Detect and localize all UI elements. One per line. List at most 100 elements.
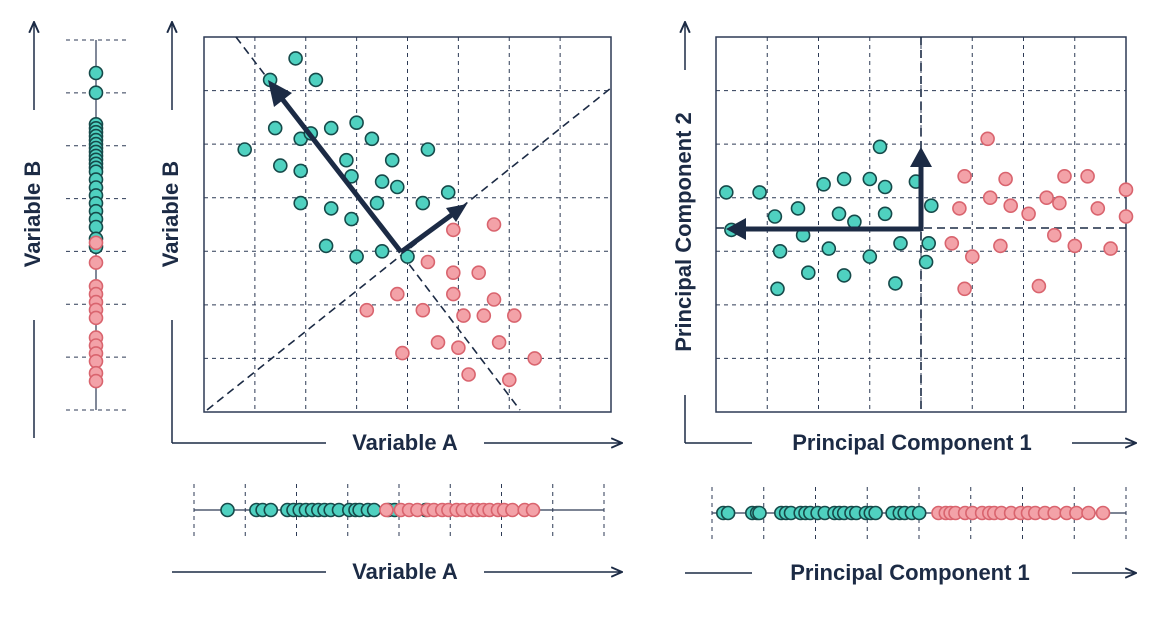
scatter-teal-point [267,120,283,136]
pca-pink-point [944,236,960,251]
pca-teal-point [893,236,908,251]
pca-pink-point [1118,182,1134,197]
scatter-teal-point [420,142,436,157]
scatter-teal-point [389,179,405,195]
pca-teal-point [752,185,767,200]
bottom-a-strip-teal-point [263,502,279,518]
left-strip-pink-point [88,373,104,389]
scatter-dashed-axis-pc2 [206,87,612,411]
pca-teal-point [862,249,878,264]
scatter-pc1-arrowhead [268,80,292,107]
bottom-pc-strip-points [715,505,1111,521]
scatter-pink-point [451,340,466,356]
scatter-teal-point [374,244,390,259]
pca-teal-point [872,139,888,155]
bottom-a-strip-points [220,502,541,518]
pca-pc2-arrowhead [910,147,932,167]
left-strip-teal-point [88,65,104,81]
scatter-teal-point [323,120,339,136]
pca-pink-point [1047,227,1062,243]
scatter-pink-point [415,302,431,318]
scatter-pink-point [486,292,502,307]
pca-pink-point [1057,169,1072,184]
pca-teal-point [918,254,934,270]
pca-pink-point [1103,241,1118,256]
bottom-a-strip-panel: Variable A [172,484,622,584]
left-strip-pink-point [88,310,104,326]
pca-points [718,131,1134,297]
pca-pink-point [1090,201,1106,216]
scatter-teal-point [369,195,385,211]
pca-pink-point [1067,238,1083,254]
pca-pink-point [957,281,972,297]
pca-pink-point [952,201,967,216]
bottom-pc-strip-panel: Principal Component 1 [685,487,1136,585]
left-strip-teal-point [88,85,104,100]
pca-pink-point [1052,195,1067,211]
scatter-teal-point [308,72,324,88]
scatter-teal-point [349,115,364,130]
scatter-pink-point [461,367,476,382]
scatter-pink-point [445,286,461,302]
pca-pink-point [1080,169,1095,184]
pca-pink-point [1118,209,1134,224]
scatter-pink-point [389,286,405,302]
scatter-teal-point [272,158,288,173]
scatter-pink-point [486,217,502,232]
bottom-pc-strip-teal-point [868,505,883,521]
left-strip-pink-point [88,255,104,270]
pca-pink-point [1021,206,1036,222]
bottom-a-strip-pink-point [505,502,520,518]
scatter-pink-point [501,372,517,388]
scatter-pc1-vector [274,89,403,254]
pca-pink-point [1031,278,1047,294]
pca-pink-point [1003,198,1019,213]
bottom-a-strip-teal-point [366,502,382,518]
pca-teal-point [836,268,852,283]
scatter-teal-point [415,195,431,211]
pca-teal-point [767,209,783,224]
scatter-pink-point [420,254,436,270]
scatter-teal-point [293,163,309,179]
scatter-teal-point [364,131,380,147]
scatter-teal-point [237,142,252,157]
scatter-pink-point [491,335,507,350]
pca-teal-point [816,177,831,192]
pca-teal-point [772,244,788,259]
bottom-a-strip-pink-point [525,502,541,518]
bottom-a-strip-teal-point [220,502,235,518]
bottom-pc-strip-pink-point [1069,505,1084,521]
pca-pink-point [982,190,998,205]
pca-teal-point [877,179,893,195]
bottom-pc-strip-teal-point [911,505,927,521]
pca-teal-point [877,206,893,222]
scatter-teal-point [349,249,364,264]
scatter-pc2-arrowhead [446,204,467,222]
scatter-teal-point [293,195,309,211]
scatter-x-label: Variable A [352,430,458,455]
pca-pink-point [1039,190,1054,205]
scatter-panel: Variable A Variable B [158,22,622,455]
scatter-teal-point [384,152,400,168]
scatter-teal-point [339,152,354,168]
bottom-pc-strip-pink-point [1081,505,1096,521]
bottom-pc-strip-pink-point [1095,505,1111,521]
pca-pink-point [998,171,1013,187]
pca-teal-point [836,171,852,187]
scatter-teal-point [288,51,303,66]
scatter-teal-point [323,201,339,216]
scatter-pink-point [430,335,446,350]
left-strip-pink-point [88,353,104,369]
pca-teal-point [888,276,903,291]
bottom-a-strip-pink-point [379,502,394,518]
scatter-pink-point [456,308,471,323]
bottom-pc-strip-teal-point [720,505,736,521]
scatter-pink-point [471,265,487,281]
pca-panel: Principal Component 1 Principal Componen… [671,22,1136,455]
bottom-pc-strip-teal-point [752,505,767,521]
scatter-points [237,51,543,388]
pca-teal-point [790,201,806,216]
pca-pink-point [964,249,980,264]
scatter-pink-point [395,345,410,361]
